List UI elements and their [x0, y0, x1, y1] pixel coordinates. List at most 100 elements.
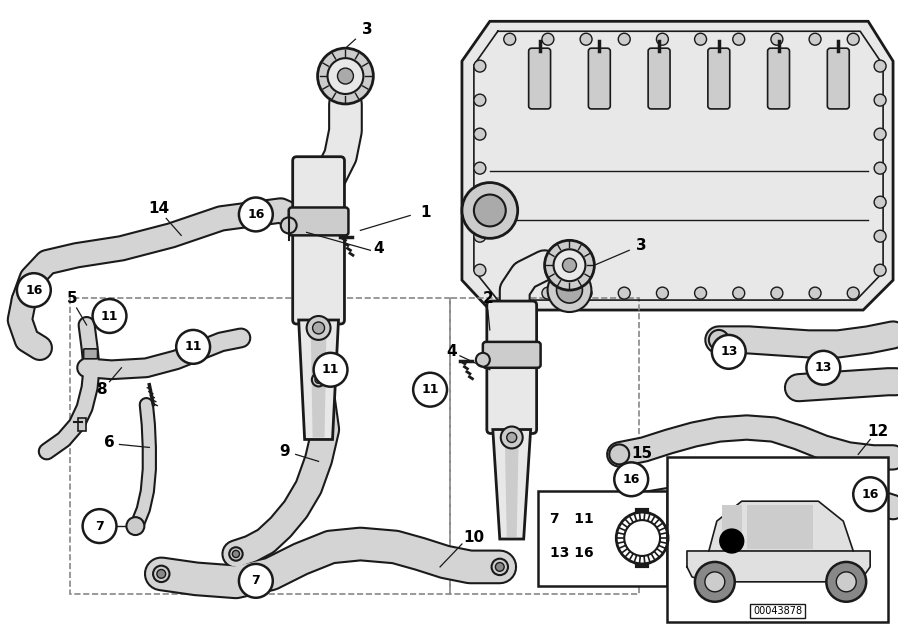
Circle shape: [413, 373, 447, 406]
Circle shape: [618, 287, 630, 299]
Circle shape: [312, 373, 325, 387]
Circle shape: [474, 128, 486, 140]
Circle shape: [771, 287, 783, 299]
Circle shape: [230, 547, 243, 561]
Text: 12: 12: [868, 424, 888, 439]
Circle shape: [562, 258, 576, 272]
FancyBboxPatch shape: [487, 301, 536, 434]
Text: 14: 14: [148, 201, 170, 216]
Circle shape: [656, 287, 669, 299]
FancyBboxPatch shape: [768, 48, 789, 109]
Circle shape: [17, 273, 50, 307]
Text: 10: 10: [464, 530, 484, 545]
Circle shape: [542, 33, 554, 45]
Circle shape: [712, 335, 746, 369]
Circle shape: [695, 562, 734, 602]
Text: 16: 16: [623, 473, 640, 486]
Circle shape: [847, 287, 860, 299]
FancyBboxPatch shape: [84, 349, 97, 359]
Text: 16: 16: [861, 488, 878, 501]
Text: 11: 11: [184, 340, 202, 353]
Text: 13: 13: [814, 361, 832, 374]
Polygon shape: [462, 22, 893, 310]
Circle shape: [474, 231, 486, 242]
Circle shape: [771, 33, 783, 45]
Circle shape: [874, 231, 886, 242]
Circle shape: [720, 529, 743, 553]
Circle shape: [474, 196, 486, 208]
Circle shape: [874, 264, 886, 276]
Text: 7: 7: [95, 519, 104, 533]
Text: 13 16: 13 16: [550, 546, 593, 560]
Circle shape: [238, 564, 273, 598]
FancyBboxPatch shape: [589, 48, 610, 109]
FancyBboxPatch shape: [292, 157, 345, 324]
Circle shape: [874, 128, 886, 140]
Circle shape: [462, 183, 517, 238]
Circle shape: [474, 60, 486, 72]
Circle shape: [318, 48, 374, 104]
Text: 13: 13: [720, 345, 737, 358]
Circle shape: [238, 197, 273, 231]
Circle shape: [491, 559, 508, 575]
Text: 4: 4: [446, 344, 457, 359]
Circle shape: [307, 316, 330, 340]
Circle shape: [312, 322, 325, 334]
Circle shape: [328, 58, 364, 94]
Text: 11: 11: [101, 309, 118, 323]
Circle shape: [500, 427, 523, 448]
Circle shape: [507, 432, 517, 443]
Circle shape: [847, 33, 860, 45]
Text: 4: 4: [373, 241, 383, 256]
Circle shape: [495, 563, 504, 572]
Text: 8: 8: [96, 382, 107, 397]
Text: 9: 9: [279, 444, 290, 459]
Circle shape: [806, 351, 841, 385]
Circle shape: [157, 570, 166, 578]
Bar: [537, 491, 667, 586]
Circle shape: [547, 268, 591, 312]
Circle shape: [83, 509, 116, 543]
Circle shape: [544, 240, 594, 290]
Circle shape: [874, 196, 886, 208]
FancyBboxPatch shape: [827, 48, 850, 109]
Circle shape: [474, 194, 506, 227]
Circle shape: [853, 478, 887, 511]
Circle shape: [809, 33, 821, 45]
Circle shape: [615, 462, 648, 496]
Polygon shape: [722, 505, 742, 549]
Polygon shape: [299, 320, 338, 439]
Text: 16: 16: [25, 284, 42, 297]
Circle shape: [93, 299, 126, 333]
Circle shape: [580, 33, 592, 45]
Bar: [77, 418, 86, 432]
Circle shape: [874, 60, 886, 72]
Bar: [750, 604, 806, 618]
Text: 3: 3: [362, 22, 373, 37]
Text: 1: 1: [420, 205, 430, 220]
Text: 7: 7: [251, 574, 260, 587]
Circle shape: [609, 444, 629, 464]
Text: 3: 3: [635, 238, 646, 253]
Text: 15: 15: [632, 446, 652, 461]
Circle shape: [809, 287, 821, 299]
Polygon shape: [505, 434, 518, 537]
Text: 5: 5: [67, 291, 77, 305]
Circle shape: [556, 277, 582, 303]
Text: 6: 6: [104, 435, 115, 450]
Circle shape: [656, 33, 669, 45]
FancyBboxPatch shape: [648, 48, 670, 109]
FancyBboxPatch shape: [483, 342, 541, 368]
Circle shape: [474, 264, 486, 276]
Circle shape: [826, 562, 866, 602]
Circle shape: [874, 162, 886, 174]
Circle shape: [504, 287, 516, 299]
Bar: [667, 457, 888, 622]
Circle shape: [554, 250, 585, 281]
Text: 00043878: 00043878: [753, 606, 802, 616]
Circle shape: [580, 287, 592, 299]
Circle shape: [618, 33, 630, 45]
FancyBboxPatch shape: [528, 48, 551, 109]
Circle shape: [126, 517, 144, 535]
Circle shape: [476, 353, 490, 367]
